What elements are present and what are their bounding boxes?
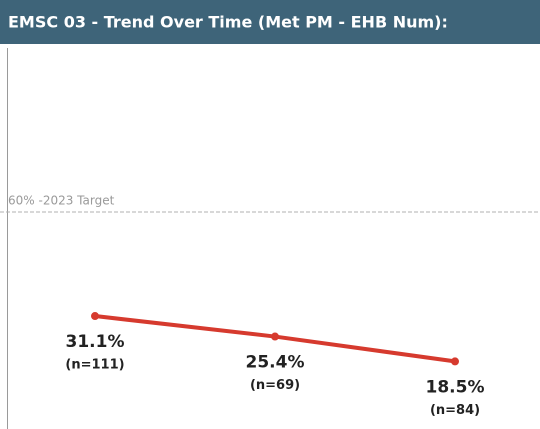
data-label: 18.5% [426,377,485,397]
point [451,357,459,366]
point [91,312,99,321]
point [271,332,279,341]
reference-label: 60% -2023 Target [8,194,115,208]
header-bar [0,0,540,44]
chart-title: EMSC 03 - Trend Over Time (Met PM - EHB … [8,13,448,32]
sample-label: (n=69) [250,378,300,393]
data-label: 31.1% [66,332,125,352]
data-label: 25.4% [246,353,305,373]
sample-label: (n=84) [430,403,480,418]
sample-label: (n=111) [65,358,124,373]
